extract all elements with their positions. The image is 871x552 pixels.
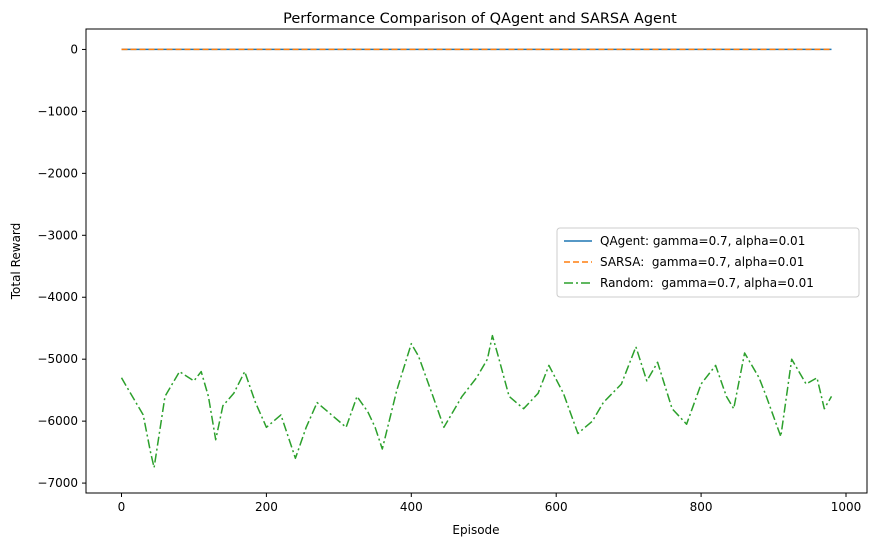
x-axis-label: Episode	[452, 523, 499, 537]
y-tick-label: −4000	[37, 290, 78, 304]
x-tick-label: 200	[255, 500, 278, 514]
x-axis: 0 200 400 600 800 1000	[118, 493, 862, 514]
x-tick-label: 400	[400, 500, 423, 514]
x-tick-label: 800	[690, 500, 713, 514]
legend-label-0: QAgent: gamma=0.7, alpha=0.01	[600, 234, 805, 248]
y-tick-label: 0	[70, 42, 78, 56]
legend-label-2: Random: gamma=0.7, alpha=0.01	[600, 276, 814, 290]
x-tick-label: 0	[118, 500, 126, 514]
y-tick-label: −2000	[37, 166, 78, 180]
legend-box	[556, 227, 860, 298]
y-tick-label: −3000	[37, 228, 78, 242]
series-line-2	[120, 334, 833, 469]
plot-frame	[85, 28, 868, 494]
legend-label-1: SARSA: gamma=0.7, alpha=0.01	[600, 255, 804, 269]
y-tick-label: −1000	[37, 104, 78, 118]
chart-title: Performance Comparison of QAgent and SAR…	[283, 11, 677, 27]
plot-area	[120, 48, 833, 469]
y-tick-label: −5000	[37, 352, 78, 366]
x-tick-label: 1000	[831, 500, 862, 514]
x-tick-label: 600	[545, 500, 568, 514]
y-axis: 0 −1000 −2000 −3000 −4000 −5000 −6000 −7000	[37, 42, 86, 490]
y-tick-label: −7000	[37, 476, 78, 490]
y-tick-label: −6000	[37, 414, 78, 428]
legend: QAgent: gamma=0.7, alpha=0.01 SARSA: gamm…	[556, 227, 860, 298]
y-axis-label: Total Reward	[9, 223, 23, 301]
